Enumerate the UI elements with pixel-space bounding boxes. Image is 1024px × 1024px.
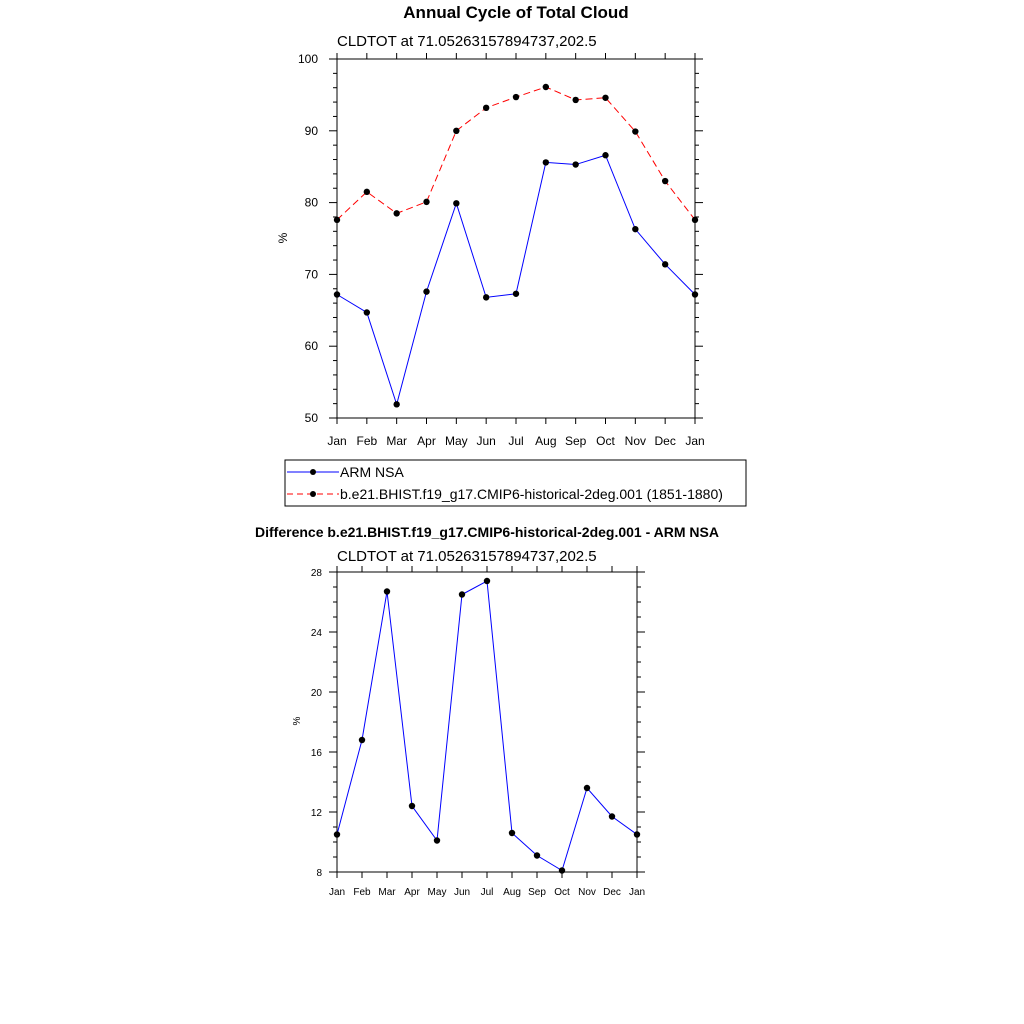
chart1-xtick-label: Sep xyxy=(565,434,587,448)
chart1-xtick-label: Jul xyxy=(508,434,523,448)
chart1-series-0-point xyxy=(542,159,550,166)
chart1-series-0-point xyxy=(602,152,609,159)
chart1-series-0-line xyxy=(336,154,696,407)
chart1-series-1-point xyxy=(542,83,550,91)
chart1-series-0-point xyxy=(453,200,460,207)
legend-marker-obs xyxy=(310,469,316,475)
chart2-xtick-label: Mar xyxy=(378,887,396,898)
chart1-series-0-point xyxy=(661,261,669,268)
chart2-ytick-label: 12 xyxy=(311,808,323,819)
chart2-xtick-label: Jul xyxy=(481,887,494,898)
chart2-plot: 8 12 16 20 24 28 Jan Feb Mar Apr May Jun Jul Aug Sep Oc… xyxy=(311,566,645,898)
chart2-series-0-point xyxy=(608,813,616,820)
chart1-xtick-label: May xyxy=(445,434,468,448)
chart2-xtick-label: May xyxy=(428,887,447,898)
chart2-subtitle: CLDTOT at 71.05263157894737,202.5 xyxy=(337,548,597,565)
chart1-series-1-point xyxy=(512,93,520,101)
chart1-xtick-label: Aug xyxy=(535,434,556,448)
chart1-xtick-label: Apr xyxy=(417,434,436,448)
chart1-series-0-point xyxy=(691,291,699,298)
legend-label-obs: ARM NSA xyxy=(340,464,404,480)
chart1-series-0-point xyxy=(512,290,520,297)
chart2-xtick-label: Apr xyxy=(404,887,420,898)
chart1-xtick-label: Jan xyxy=(685,434,704,448)
chart2-xtick-label: Dec xyxy=(603,887,621,898)
legend-label-model: b.e21.BHIST.f19_g17.CMIP6-historical-2de… xyxy=(340,486,723,502)
chart1-frame xyxy=(336,58,696,419)
chart2-frame xyxy=(336,571,638,873)
chart1-ylabel: % xyxy=(276,232,290,243)
chart1-series-1-point xyxy=(393,210,400,217)
chart2-ytick-label: 20 xyxy=(311,688,323,699)
chart1-series-0-point xyxy=(482,294,490,301)
chart1-ytick-label: 100 xyxy=(298,52,318,66)
chart2-series-0-point xyxy=(583,784,591,792)
chart2-series-0-point xyxy=(533,852,541,859)
chart1-ytick-label: 60 xyxy=(305,339,319,353)
chart1-series-1-point xyxy=(423,198,430,206)
chart2-series-0-point xyxy=(383,588,391,595)
chart2-ytick-label: 28 xyxy=(311,568,323,579)
chart1-ytick-label: 50 xyxy=(305,411,319,425)
chart1-subtitle: CLDTOT at 71.05263157894737,202.5 xyxy=(337,33,597,50)
chart1-series-0-point xyxy=(423,288,430,295)
chart1-xtick-label: Jan xyxy=(327,434,346,448)
chart1-xtick-label: Dec xyxy=(654,434,675,448)
chart2-xtick-label: Jan xyxy=(629,887,645,898)
chart2-xtick-label: Oct xyxy=(554,887,570,898)
chart1-xtick-label: Nov xyxy=(625,434,646,448)
chart2-xtick-label: Jun xyxy=(454,887,470,898)
chart2-series-0-point xyxy=(483,577,491,585)
chart2-xtick-label: Sep xyxy=(528,887,546,898)
chart1-series-0-point xyxy=(572,161,579,168)
chart1-series-1-point xyxy=(632,128,639,135)
chart2-xtick-label: Jan xyxy=(329,887,345,898)
chart1-series-1-point xyxy=(333,216,341,224)
chart1-series-1-point xyxy=(602,94,609,101)
chart1-xtick-label: Feb xyxy=(356,434,377,448)
chart2-ytick-label: 16 xyxy=(311,748,323,759)
chart2-ytick-label: 24 xyxy=(311,628,323,639)
chart1-series-0-point xyxy=(363,309,371,316)
chart2-xtick-label: Feb xyxy=(353,887,371,898)
chart1-series-1-line xyxy=(336,86,696,221)
chart1-series-1-point xyxy=(453,127,460,134)
chart2-xtick-label: Nov xyxy=(578,887,596,898)
chart1-xtick-label: Jun xyxy=(476,434,495,448)
chart2-series-0-point xyxy=(508,829,516,837)
chart2-title: Difference b.e21.BHIST.f19_g17.CMIP6-his… xyxy=(255,524,719,540)
chart1-series-1-point xyxy=(572,96,579,104)
chart1-series-1-point xyxy=(482,104,490,112)
legend-marker-model xyxy=(310,491,316,497)
chart1-series-0-point xyxy=(393,401,400,408)
chart1-plot: 50 60 70 80 90 100 Jan Feb Mar Apr May Jun Jul Aug Sep… xyxy=(298,52,705,448)
chart2-series-0-point xyxy=(558,867,566,874)
chart1-title: Annual Cycle of Total Cloud xyxy=(403,3,628,22)
chart1-xtick-label: Mar xyxy=(386,434,407,448)
chart1-series-1-point xyxy=(691,216,699,224)
chart2-series-0-point xyxy=(408,802,416,810)
chart1-xtick-label: Oct xyxy=(596,434,615,448)
chart2-xtick-label: Aug xyxy=(503,887,521,898)
chart1-series-0-point xyxy=(632,225,639,233)
chart2-series-0-point xyxy=(333,831,341,838)
chart1-legend: ARM NSA b.e21.BHIST.f19_g17.CMIP6-histor… xyxy=(284,459,747,507)
chart2-series-0-point xyxy=(458,591,466,598)
chart2-series-0-line xyxy=(336,580,638,872)
chart1-ytick-label: 80 xyxy=(305,196,319,210)
chart2-ylabel: % xyxy=(292,716,303,725)
chart2-series-0-point xyxy=(358,736,366,744)
chart1-series-1-point xyxy=(363,188,371,196)
chart2-ytick-label: 8 xyxy=(316,868,322,879)
chart1-ytick-label: 70 xyxy=(305,267,319,281)
chart1-series-0-point xyxy=(333,291,341,298)
legend-box xyxy=(284,459,747,507)
chart1-series-1-point xyxy=(661,177,669,185)
chart2-series-0-point xyxy=(633,831,641,838)
chart1-ytick-label: 90 xyxy=(305,124,319,138)
chart2-series-0-point xyxy=(433,837,441,844)
